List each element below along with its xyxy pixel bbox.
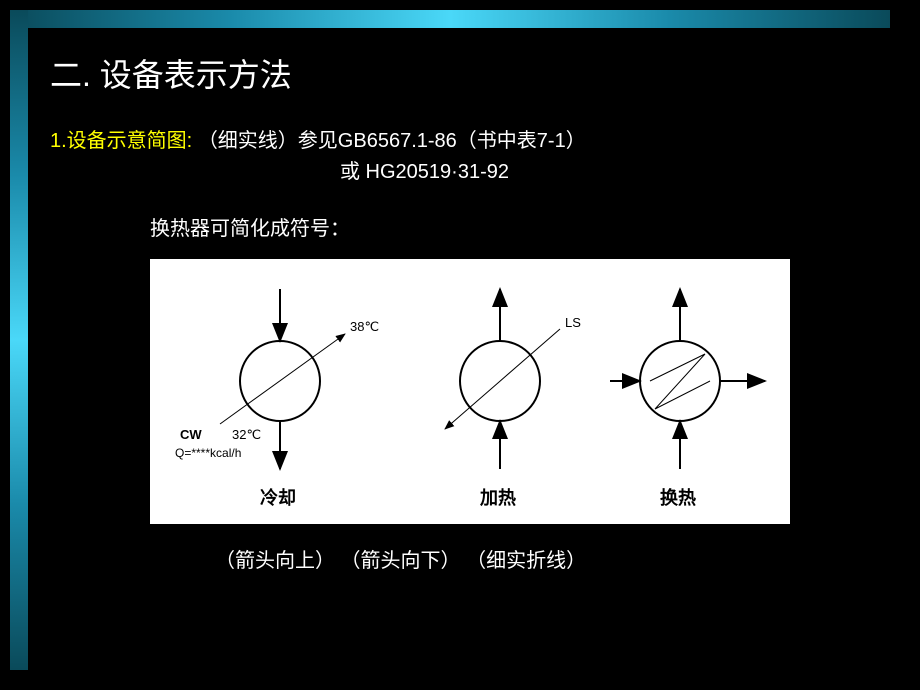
page-title: 二. 设备表示方法 (50, 50, 890, 96)
diagram-svg: 38℃ 32℃ CW Q=****kcal/h 冷却 LS 加热 (150, 259, 790, 524)
exchange-label: 换热 (660, 487, 696, 508)
heating-symbol: LS 加热 (445, 289, 581, 508)
subtitle-row: 1.设备示意简图: （细实线）参见GB6567.1-86（书中表7-1） (50, 124, 890, 153)
subtitle-line2: 或 HG20519·31-92 (340, 155, 890, 184)
exchange-symbol: 换热 (610, 289, 765, 508)
caption-text: （箭头向上） （箭头向下） （细实折线） (215, 544, 890, 573)
slide-content: 二. 设备表示方法 1.设备示意简图: （细实线）参见GB6567.1-86（书… (50, 50, 890, 573)
temp-bottom-label: 32℃ (232, 427, 261, 442)
subtitle-text: （细实线）参见GB6567.1-86（书中表7-1） (198, 130, 586, 152)
cw-label: CW (180, 427, 202, 442)
heating-label: 加热 (479, 487, 516, 508)
cooling-label: 冷却 (260, 487, 296, 508)
subtitle-label: 1.设备示意简图: (50, 130, 192, 152)
temp-top-label: 38℃ (350, 319, 379, 334)
cooling-symbol: 38℃ 32℃ CW Q=****kcal/h 冷却 (175, 289, 379, 508)
heat-exchanger-diagram: 38℃ 32℃ CW Q=****kcal/h 冷却 LS 加热 (150, 259, 790, 524)
q-label: Q=****kcal/h (175, 446, 241, 460)
border-top (10, 10, 890, 28)
border-left (10, 10, 28, 670)
note-text: 换热器可简化成符号： (150, 212, 890, 241)
ls-label: LS (565, 315, 581, 330)
